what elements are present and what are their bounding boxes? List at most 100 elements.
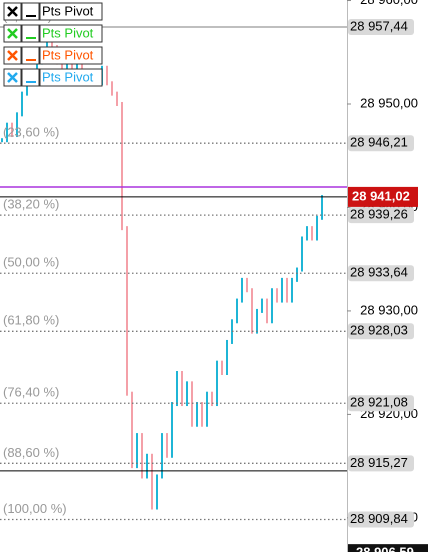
candle	[261, 298, 263, 313]
candle	[166, 433, 168, 458]
level-value: 28 946,21	[350, 135, 408, 150]
candle	[161, 433, 163, 479]
legend: Pts Pivot Pts Pivot Pts Pivot Pts Pivot	[3, 2, 103, 87]
candle	[181, 371, 183, 407]
candle	[6, 122, 8, 143]
legend-name-box	[39, 46, 103, 65]
legend-name-box	[39, 2, 103, 21]
candle	[131, 391, 133, 469]
candle	[286, 277, 288, 303]
y-tick-label: 28 930,00	[360, 302, 418, 317]
y-tick-label: 28 960,00	[360, 0, 418, 7]
level-box	[348, 135, 414, 152]
candle	[61, 60, 63, 75]
candle	[16, 112, 18, 138]
candle	[301, 236, 303, 272]
legend-x	[7, 50, 18, 61]
candle	[276, 288, 278, 303]
level-value: 28 939,26	[350, 207, 408, 222]
level-value: 28 957,44	[350, 18, 408, 33]
candle	[126, 226, 128, 396]
candle	[246, 277, 248, 293]
fib-label: (76,40 %)	[3, 385, 59, 400]
fib-label: (23,60 %)	[3, 125, 59, 140]
candle	[256, 308, 258, 334]
candle	[171, 402, 173, 458]
candle	[111, 81, 113, 96]
level-value: 28 915,27	[350, 455, 408, 470]
level-value: 28 928,03	[350, 323, 408, 338]
candle	[271, 288, 273, 324]
level-box	[348, 323, 414, 340]
candle	[11, 122, 13, 138]
candle	[116, 91, 118, 106]
legend-name: Pts Pivot	[42, 25, 94, 40]
legend-style	[21, 24, 40, 43]
legend-style	[21, 46, 40, 65]
candle	[321, 195, 323, 220]
level-box	[348, 207, 414, 224]
candle	[121, 101, 123, 231]
candle	[216, 360, 218, 407]
candle	[251, 288, 253, 334]
candle	[1, 138, 3, 143]
candle	[51, 39, 53, 50]
candle	[221, 360, 223, 376]
fib-label: (50,00 %)	[3, 255, 59, 270]
legend-name-box	[39, 24, 103, 43]
fib-label: (61,80 %)	[3, 313, 59, 328]
candle	[151, 453, 153, 510]
fib-label: (88,60 %)	[3, 445, 59, 460]
candle	[316, 215, 318, 241]
candle	[71, 60, 73, 70]
candle	[226, 339, 228, 376]
legend-name: Pts Pivot	[42, 3, 94, 18]
legend-name-box	[39, 68, 103, 87]
legend-name: Pts Pivot	[42, 69, 94, 84]
candle	[211, 391, 213, 407]
legend-style	[21, 68, 40, 87]
level-value: 28 933,64	[350, 265, 408, 280]
candle	[186, 381, 188, 407]
candle	[141, 433, 143, 479]
candle	[176, 371, 178, 407]
candle	[281, 277, 283, 303]
legend-name: Pts Pivot	[42, 47, 94, 62]
candle	[21, 91, 23, 117]
candle	[136, 433, 138, 469]
fib-label: (38,20 %)	[3, 197, 59, 212]
legend-style	[21, 2, 40, 21]
candle	[266, 298, 268, 324]
candle	[306, 226, 308, 241]
legend-x	[7, 6, 18, 17]
level-box	[348, 19, 414, 36]
candle	[241, 277, 243, 303]
level-value: 28 921,08	[350, 395, 408, 410]
candle	[36, 60, 38, 75]
candle	[236, 298, 238, 324]
candle	[196, 402, 198, 427]
fib-label: (100,00 %)	[3, 501, 67, 516]
level-box	[348, 395, 414, 412]
candle	[201, 402, 203, 427]
legend-x	[7, 72, 18, 83]
cursor-price-label: 28 906,59	[356, 545, 414, 552]
level-box	[348, 265, 414, 282]
level-box	[348, 455, 414, 472]
candle	[146, 453, 148, 479]
last-price-box	[348, 186, 418, 207]
candle	[191, 381, 193, 427]
level-box	[348, 511, 414, 528]
candle	[311, 226, 313, 241]
candle	[76, 60, 78, 70]
candle	[26, 81, 28, 96]
candle	[206, 391, 208, 427]
level-value: 28 909,84	[350, 511, 408, 526]
candle	[66, 60, 68, 75]
candle	[81, 60, 83, 75]
last-price-label: 28 941,02	[352, 188, 410, 203]
cursor-price-box	[348, 544, 428, 552]
candle	[106, 65, 108, 86]
y-tick-label: 28 950,00	[360, 95, 418, 110]
